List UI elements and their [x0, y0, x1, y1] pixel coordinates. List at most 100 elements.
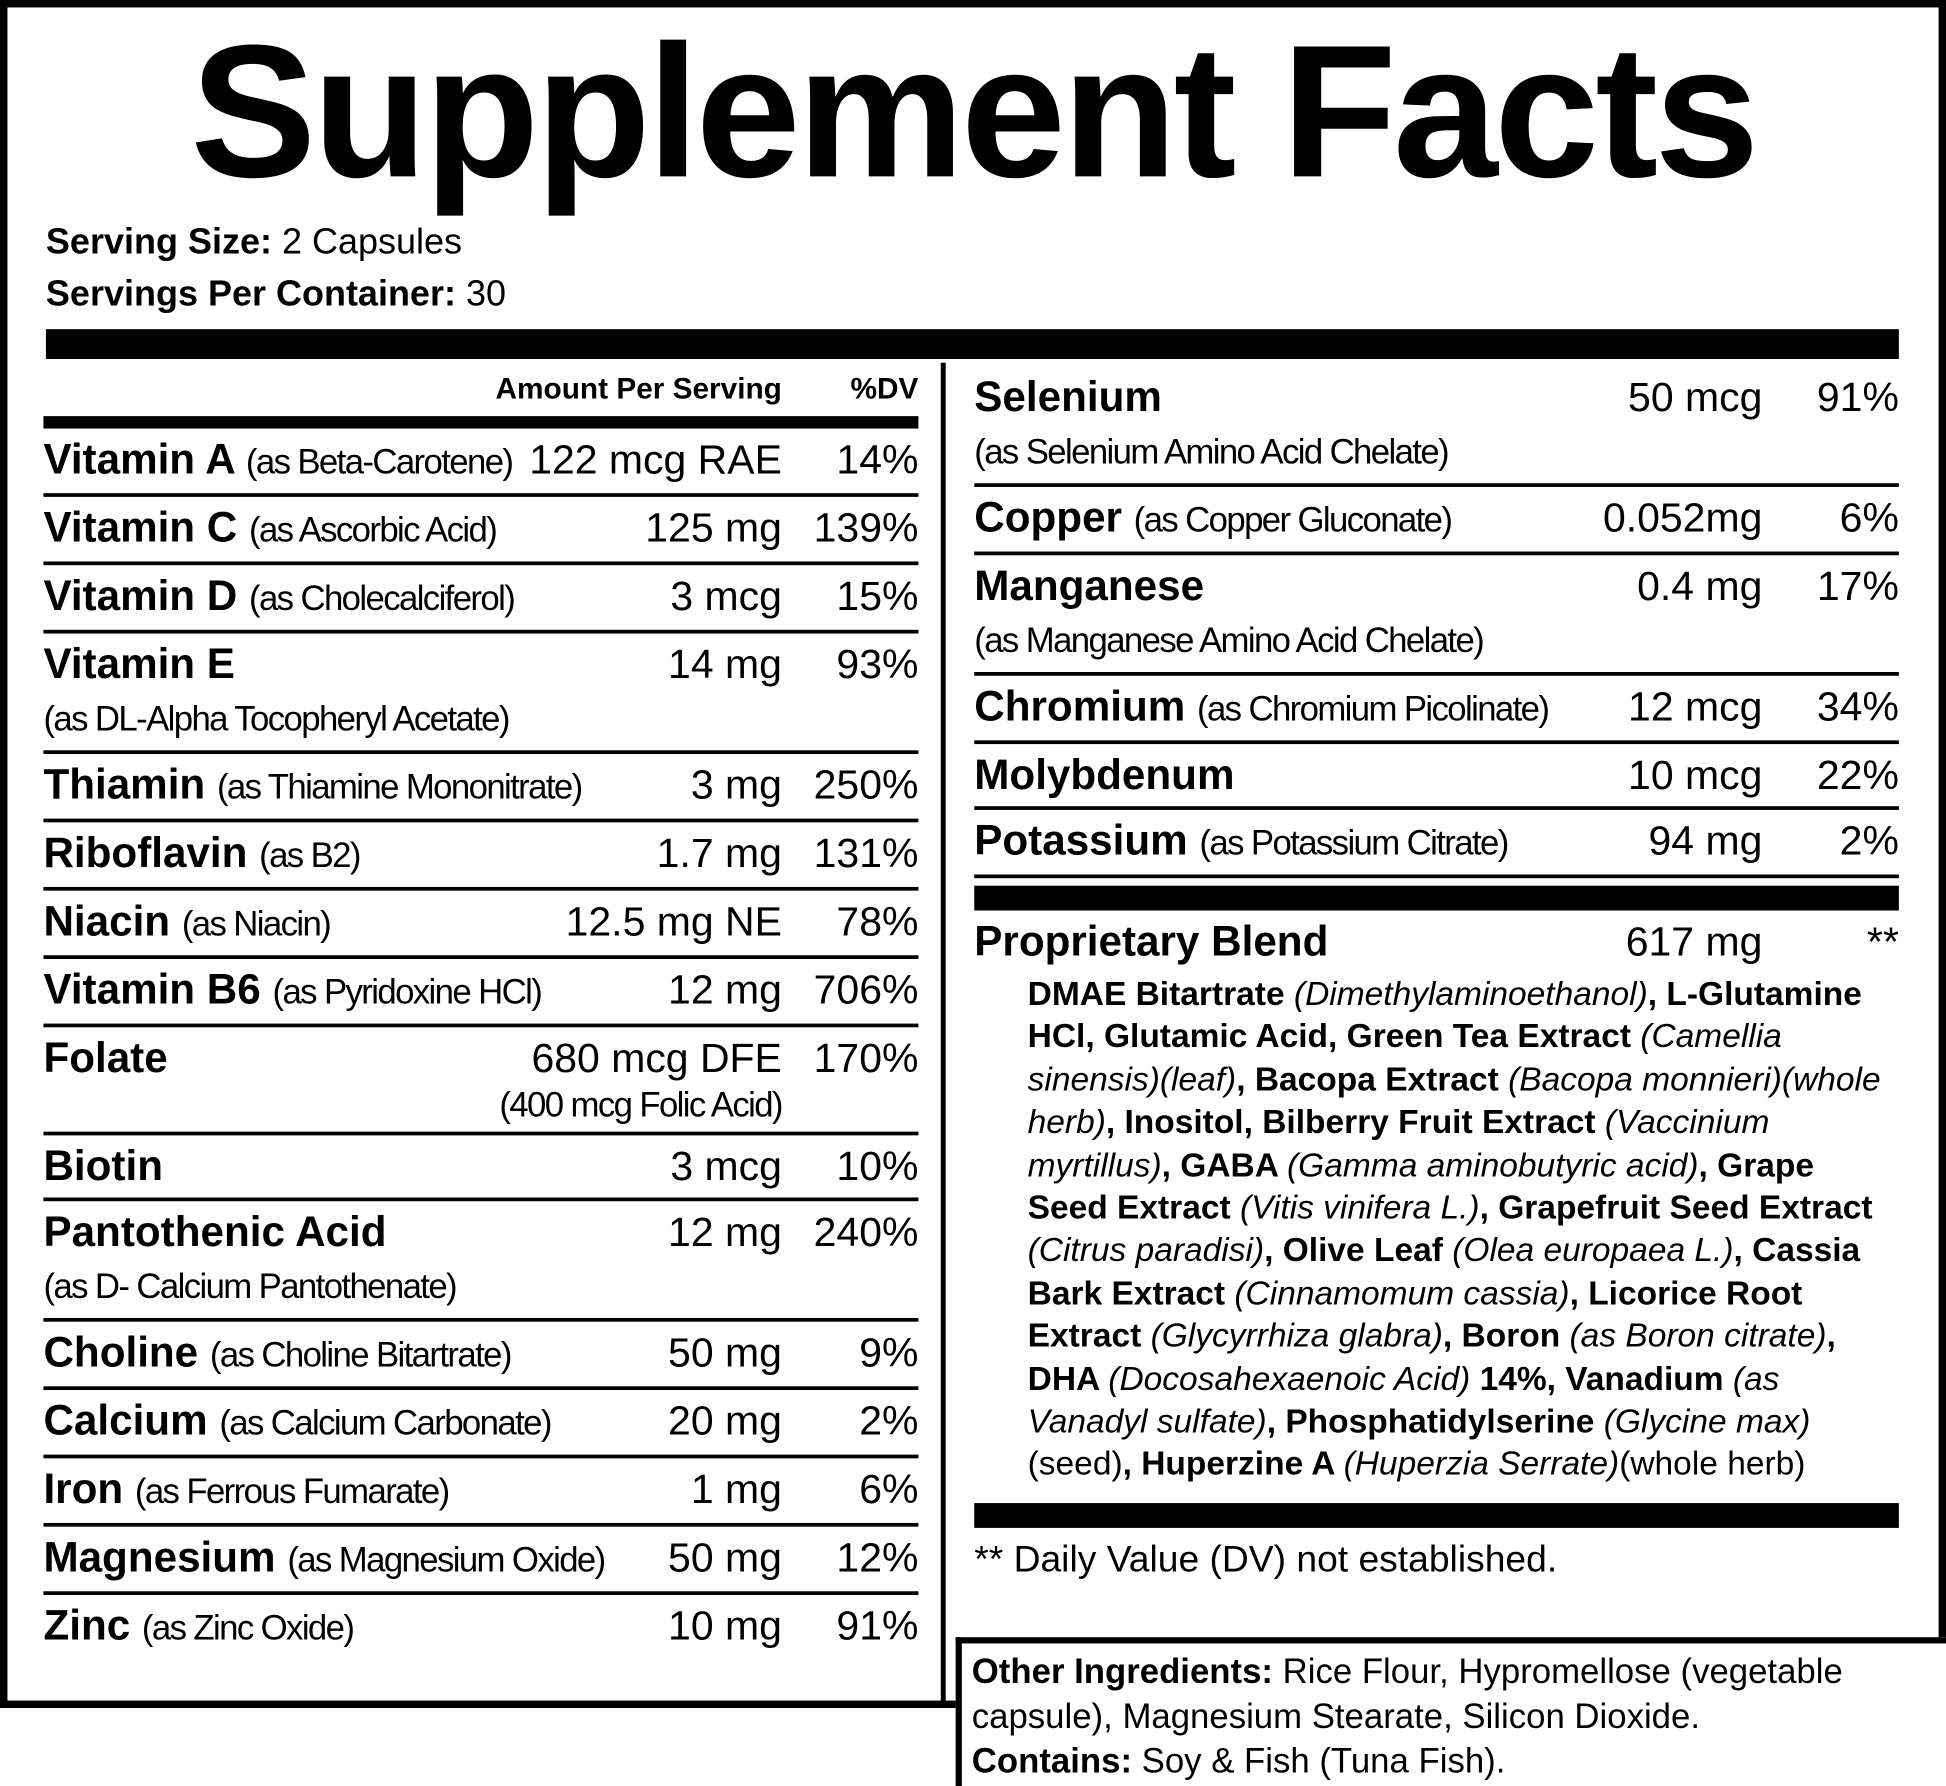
amount: 20 mg — [668, 1397, 782, 1444]
blend-segment: (Glycine max) — [1603, 1402, 1811, 1440]
amount-cell: 20 mg — [668, 1395, 782, 1447]
amount: 3 mg — [690, 761, 782, 808]
nutrient-name: Niacin — [43, 898, 171, 946]
nutrient-source: (as Ascorbic Acid) — [249, 510, 498, 550]
nutrient-cell: Vitamin B6 (as Pyridoxine HCl) — [43, 964, 668, 1019]
amount-cell: 125 mg — [645, 502, 782, 554]
daily-value: 2% — [1839, 817, 1899, 864]
daily-value: 6% — [859, 1465, 919, 1512]
amount-cell: 50 mg — [668, 1532, 782, 1584]
amount-cell: 1 mg — [691, 1463, 782, 1515]
nutrient-row: Chromium (as Chromium Picolinate) 12 mcg 3… — [974, 676, 1899, 745]
amount: 12 mg — [668, 966, 782, 1013]
header-amount: Amount Per Serving — [495, 372, 782, 407]
nutrient-name: Zinc — [43, 1602, 131, 1650]
nutrient-cell: Thiamin (as Thiamine Mononitrate) — [43, 759, 690, 814]
blend-dv: ** — [1867, 917, 1899, 964]
daily-value: 22% — [1816, 751, 1899, 798]
nutrient-name: Molybdenum — [974, 751, 1235, 799]
other-ingredients: Other Ingredients: Rice Flour, Hypromell… — [972, 1650, 1946, 1739]
nutrient-row: Thiamin (as Thiamine Mononitrate) 3 mg 250… — [43, 754, 919, 823]
blend-rule — [974, 885, 1899, 911]
nutrient-cell: Iron (as Ferrous Fumarate) — [43, 1463, 690, 1518]
nutrient-cell: Zinc (as Zinc Oxide) — [43, 1600, 668, 1655]
nutrient-name: Iron — [43, 1465, 124, 1513]
blend-segment: DMAE Bitartrate — [1027, 975, 1294, 1013]
amount: 12.5 mg NE — [565, 898, 782, 945]
amount: 50 mg — [668, 1329, 782, 1376]
amount: 50 mg — [668, 1534, 782, 1581]
label-title: Supplement Facts — [190, 6, 1759, 218]
nutrient-cell: Folate — [43, 1032, 499, 1084]
serving-size: Serving Size: 2 Capsules — [46, 216, 506, 268]
nutrient-row: Copper (as Copper Gluconate) 0.052mg 6% — [974, 487, 1899, 556]
nutrient-cell: Biotin — [43, 1140, 670, 1192]
blend-segment: (Olea europaea L.) — [1452, 1231, 1734, 1269]
daily-value: 2% — [859, 1397, 919, 1444]
nutrient-row: Manganese (as Manganese Amino Acid Chela… — [974, 555, 1899, 676]
nutrient-row: Choline (as Choline Bitartrate) 50 mg 9% — [43, 1322, 919, 1391]
amount: 14 mg — [668, 640, 782, 687]
blend-segment: (Vaccinium myrtillus) — [1027, 1103, 1770, 1184]
daily-value: 93% — [836, 640, 919, 687]
column-divider — [940, 362, 946, 1705]
nutrient-source: (as Selenium Amino Acid Chelate) — [974, 432, 1449, 471]
nutrient-name: Copper — [974, 494, 1122, 542]
daily-value: 91% — [836, 1602, 919, 1649]
nutrient-source: (as Chromium Picolinate) — [1196, 689, 1550, 728]
nutrient-source: (as B2) — [259, 836, 361, 875]
nutrient-cell: Potassium (as Potassium Citrate) — [974, 815, 1648, 870]
amount: 50 mcg — [1628, 373, 1763, 420]
daily-value: 9% — [859, 1329, 919, 1376]
nutrient-source: (as Pyridoxine HCl) — [272, 972, 542, 1012]
nutrient-source: (as Thiamine Mononitrate) — [216, 767, 583, 807]
other-text: Rice Flour, Hypromellose (vegetable caps… — [971, 1652, 1843, 1736]
blend-segment: , DHA — [1027, 1317, 1836, 1398]
daily-value: 78% — [836, 898, 919, 945]
servings-per-container: Servings Per Container: 30 — [46, 268, 506, 320]
nutrient-cell: Molybdenum — [974, 749, 1628, 801]
nutrient-cell: Vitamin E (as DL-Alpha Tocopheryl Acetat… — [43, 638, 668, 745]
blend-name: Proprietary Blend — [974, 917, 1329, 966]
nutrient-cell: Vitamin C (as Ascorbic Acid) — [43, 502, 645, 557]
blend-segment: (Vitis vinifera L.) — [1239, 1188, 1480, 1227]
contains: Contains: Soy & Fish (Tuna Fish). — [972, 1739, 1946, 1784]
nutrient-source: (as Niacin) — [181, 904, 332, 943]
serving-info: Serving Size: 2 Capsules Servings Per Co… — [46, 216, 506, 320]
amount-cell: 94 mg — [1649, 815, 1763, 867]
nutrient-source: (as Cholecalciferol) — [249, 578, 516, 618]
nutrient-name: Vitamin C — [43, 504, 238, 552]
nutrient-name: Pantothenic Acid — [43, 1208, 387, 1256]
nutrient-source: (as Calcium Carbonate) — [219, 1403, 552, 1443]
blend-segment: (as Boron citrate) — [1569, 1317, 1827, 1355]
amount: 12 mg — [668, 1208, 782, 1255]
daily-value: 706% — [813, 966, 919, 1013]
nutrient-row: Niacin (as Niacin) 12.5 mg NE 78% — [43, 891, 919, 959]
amount-cell: 50 mcg — [1628, 371, 1762, 423]
amount: 1 mg — [690, 1465, 782, 1512]
header-dv: %DV — [850, 372, 919, 407]
nutrient-row: Calcium (as Calcium Carbonate) 20 mg 2% — [43, 1390, 919, 1459]
blend-segment: , GABA — [1161, 1146, 1288, 1184]
nutrient-cell: Copper (as Copper Gluconate) — [974, 492, 1603, 547]
nutrient-source: (as Ferrous Fumarate) — [134, 1472, 450, 1511]
blend-row: Proprietary Blend 617 mg ** — [974, 911, 1899, 973]
nutrient-name: Vitamin E — [43, 640, 235, 689]
daily-value: 12% — [836, 1534, 919, 1581]
nutrient-row: Potassium (as Potassium Citrate) 94 mg 2% — [974, 810, 1899, 879]
blend-segment: (Cinnamomum cassia) — [1234, 1274, 1570, 1312]
amount-cell: 12 mg — [668, 964, 782, 1016]
amount: 3 mcg — [670, 572, 782, 619]
amount-cell: 10 mcg — [1628, 749, 1762, 801]
blend-ingredients: DMAE Bitartrate (Dimethylaminoethanol), … — [974, 973, 1899, 1486]
blend-segment: , Inositol, Bilberry Fruit Extract — [1105, 1103, 1605, 1141]
nutrient-name: Vitamin B6 — [43, 966, 261, 1014]
daily-value: 91% — [1816, 373, 1899, 420]
nutrient-name: Calcium — [43, 1397, 208, 1445]
blend-segment: 14%, Vanadium — [1470, 1359, 1733, 1398]
nutrient-name: Magnesium — [43, 1534, 276, 1582]
nutrient-row: Riboflavin (as B2) 1.7 mg 131% — [43, 822, 919, 891]
nutrient-source: (as D- Calcium Pantothenate) — [43, 1267, 457, 1306]
